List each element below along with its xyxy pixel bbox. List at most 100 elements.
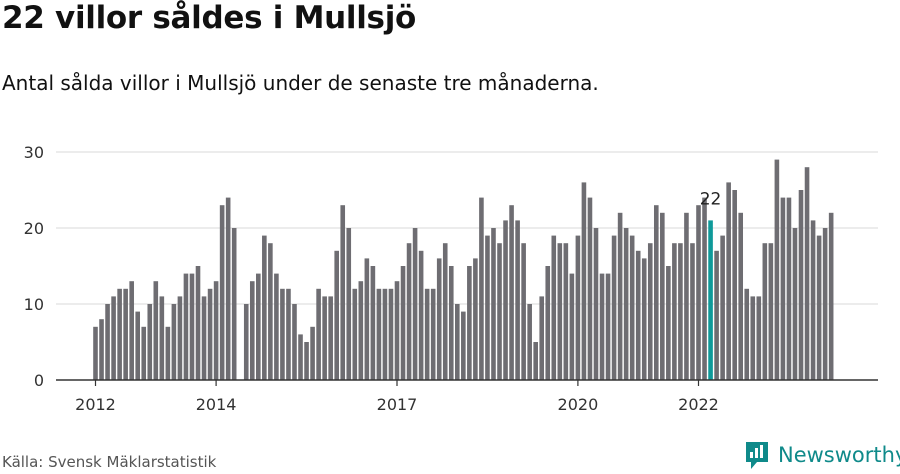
highlight-value-label: 22 bbox=[700, 189, 722, 209]
y-tick-label: 0 bbox=[34, 371, 44, 390]
bar bbox=[292, 304, 297, 380]
bar bbox=[750, 296, 756, 380]
bar bbox=[762, 243, 768, 380]
bar bbox=[647, 243, 653, 380]
bar bbox=[249, 281, 255, 380]
y-tick-label: 20 bbox=[24, 219, 44, 238]
bar bbox=[810, 220, 816, 380]
bar bbox=[117, 288, 122, 380]
bar bbox=[702, 197, 707, 380]
x-tick-label: 2022 bbox=[678, 395, 719, 414]
bar bbox=[491, 228, 496, 380]
bar bbox=[629, 235, 635, 380]
bar bbox=[382, 288, 388, 380]
y-tick-label: 10 bbox=[24, 295, 44, 314]
bar bbox=[165, 326, 171, 380]
bar bbox=[461, 311, 466, 380]
bar bbox=[141, 326, 147, 380]
bars-layer: 22 bbox=[93, 159, 834, 380]
bar bbox=[497, 243, 502, 380]
bar bbox=[581, 182, 587, 380]
bar bbox=[605, 273, 611, 380]
bar bbox=[225, 197, 231, 380]
bar bbox=[557, 243, 563, 380]
bar bbox=[521, 243, 526, 380]
bar bbox=[243, 304, 249, 380]
bar bbox=[394, 281, 400, 380]
bar bbox=[448, 266, 454, 380]
bar bbox=[726, 182, 731, 380]
bar bbox=[804, 167, 810, 380]
bar bbox=[599, 273, 605, 380]
bar bbox=[714, 250, 719, 380]
axis-layer: 2012 2014 2017 2020 2022 bbox=[56, 379, 878, 414]
bar bbox=[635, 250, 641, 380]
brand-logo[interactable]: Newsworthy bbox=[744, 440, 900, 470]
bar bbox=[346, 228, 352, 380]
bar bbox=[376, 288, 382, 380]
bar bbox=[340, 205, 346, 380]
bar bbox=[527, 304, 532, 380]
bar bbox=[195, 266, 201, 380]
bar bbox=[358, 281, 364, 380]
bar bbox=[653, 205, 659, 380]
y-tick-label: 30 bbox=[24, 143, 44, 162]
bar bbox=[732, 190, 737, 380]
bar bbox=[569, 273, 575, 380]
bar bbox=[509, 205, 514, 380]
bar bbox=[593, 228, 599, 380]
bar bbox=[171, 304, 177, 380]
bar bbox=[768, 243, 774, 380]
bar bbox=[822, 228, 828, 380]
bar bbox=[430, 288, 436, 380]
bar bbox=[666, 266, 671, 380]
bar bbox=[678, 243, 683, 380]
bar bbox=[123, 288, 128, 380]
bar bbox=[262, 235, 267, 380]
bar bbox=[575, 235, 581, 380]
page-subtitle: Antal sålda villor i Mullsjö under de se… bbox=[2, 71, 599, 95]
newsworthy-logo-icon bbox=[746, 442, 768, 469]
x-tick-label: 2017 bbox=[377, 395, 418, 414]
bar bbox=[424, 288, 430, 380]
bar bbox=[756, 296, 762, 380]
bar bbox=[280, 288, 285, 380]
bar bbox=[334, 250, 339, 380]
bar bbox=[587, 197, 593, 380]
bar bbox=[738, 212, 744, 380]
bar bbox=[99, 319, 104, 380]
bar bbox=[774, 159, 780, 380]
bar bbox=[611, 235, 617, 380]
brand-name: Newsworthy bbox=[778, 443, 900, 467]
bar bbox=[328, 296, 333, 380]
bar bbox=[298, 334, 303, 380]
bar bbox=[105, 304, 110, 380]
bar bbox=[147, 304, 153, 380]
bar bbox=[792, 228, 798, 380]
bar bbox=[690, 243, 695, 380]
bar bbox=[720, 235, 725, 380]
bar bbox=[135, 311, 141, 380]
bar bbox=[400, 266, 406, 380]
bar-chart: 0 10 20 30 22 2012 2014 2017 2020 2022 bbox=[24, 143, 878, 414]
bar bbox=[316, 288, 321, 380]
bar bbox=[828, 212, 834, 380]
bar bbox=[455, 304, 460, 380]
bar bbox=[268, 243, 273, 380]
bar bbox=[286, 288, 291, 380]
bar bbox=[370, 266, 376, 380]
bar bbox=[551, 235, 557, 380]
bar bbox=[111, 296, 116, 380]
bar bbox=[352, 288, 358, 380]
x-tick-label: 2020 bbox=[558, 395, 599, 414]
bar bbox=[816, 235, 822, 380]
bar bbox=[418, 250, 424, 380]
bar bbox=[641, 258, 647, 380]
bar bbox=[672, 243, 677, 380]
bar bbox=[412, 228, 418, 380]
bar bbox=[545, 266, 551, 380]
page-title: 22 villor såldes i Mullsjö bbox=[2, 0, 417, 36]
bar bbox=[503, 220, 508, 380]
bar bbox=[153, 281, 159, 380]
bar bbox=[660, 212, 665, 380]
